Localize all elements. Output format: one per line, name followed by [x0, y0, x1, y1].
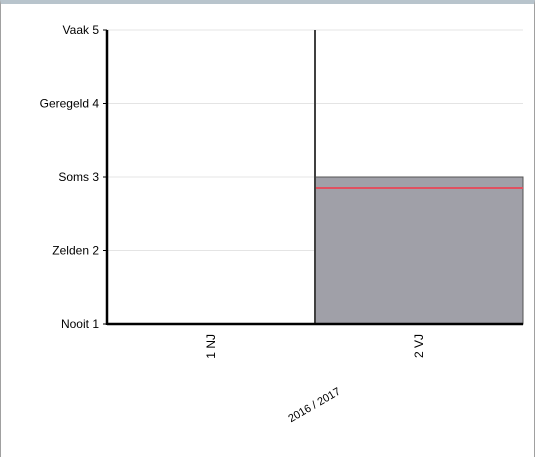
x-tick-label: 1 NJ	[204, 334, 218, 359]
group-label: 2016 / 2017	[286, 386, 342, 425]
bars	[314, 176, 524, 325]
y-tick-label: Soms 3	[58, 170, 99, 184]
x-tick-labels: 1 NJ 2 VJ	[204, 334, 426, 359]
y-tick-label: Vaak 5	[63, 23, 100, 37]
bar	[314, 176, 524, 325]
y-tick-label: Nooit 1	[61, 317, 99, 331]
axes	[103, 29, 523, 326]
x-tick-label: 2 VJ	[412, 334, 426, 358]
y-tick-label: Zelden 2	[52, 244, 99, 258]
y-tick-label: Geregeld 4	[40, 97, 100, 111]
y-tick-labels: Nooit 1 Zelden 2 Soms 3 Geregeld 4 Vaak 5	[40, 23, 100, 331]
